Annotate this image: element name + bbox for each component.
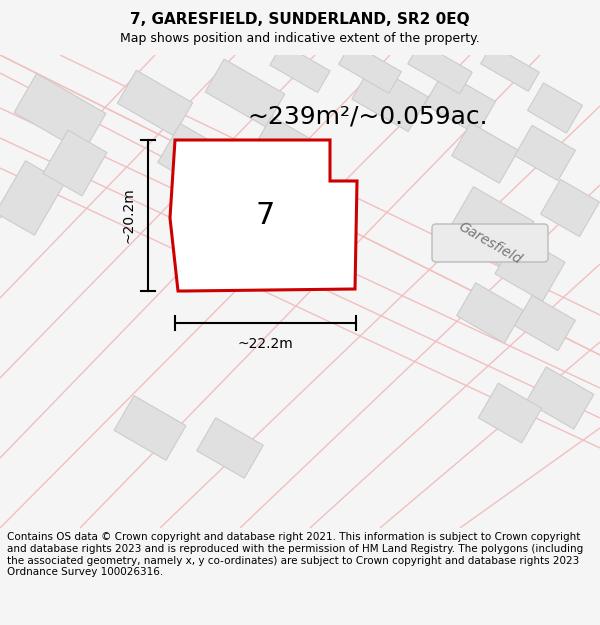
Polygon shape bbox=[114, 396, 186, 461]
Polygon shape bbox=[481, 45, 539, 91]
Polygon shape bbox=[14, 74, 106, 152]
Polygon shape bbox=[43, 130, 107, 196]
Text: ~239m²/~0.059ac.: ~239m²/~0.059ac. bbox=[247, 104, 488, 128]
Text: Contains OS data © Crown copyright and database right 2021. This information is : Contains OS data © Crown copyright and d… bbox=[7, 532, 583, 577]
Text: ~20.2m: ~20.2m bbox=[122, 188, 136, 243]
Polygon shape bbox=[0, 161, 64, 235]
Polygon shape bbox=[170, 140, 357, 291]
Text: 7: 7 bbox=[256, 201, 275, 231]
Text: ~22.2m: ~22.2m bbox=[238, 337, 293, 351]
Polygon shape bbox=[425, 71, 496, 134]
Polygon shape bbox=[541, 179, 599, 237]
Polygon shape bbox=[446, 187, 534, 269]
Polygon shape bbox=[247, 116, 323, 189]
Polygon shape bbox=[197, 418, 263, 478]
FancyBboxPatch shape bbox=[432, 224, 548, 262]
Text: Map shows position and indicative extent of the property.: Map shows position and indicative extent… bbox=[120, 32, 480, 45]
Polygon shape bbox=[118, 70, 193, 136]
Polygon shape bbox=[408, 42, 472, 94]
Polygon shape bbox=[338, 42, 401, 93]
Text: 7, GARESFIELD, SUNDERLAND, SR2 0EQ: 7, GARESFIELD, SUNDERLAND, SR2 0EQ bbox=[130, 12, 470, 27]
Polygon shape bbox=[457, 282, 523, 343]
Polygon shape bbox=[526, 367, 594, 429]
Polygon shape bbox=[270, 43, 330, 92]
Polygon shape bbox=[158, 124, 232, 192]
Polygon shape bbox=[527, 83, 583, 133]
Polygon shape bbox=[515, 296, 575, 351]
Polygon shape bbox=[515, 126, 575, 181]
Polygon shape bbox=[495, 235, 565, 301]
Polygon shape bbox=[205, 59, 285, 127]
Polygon shape bbox=[478, 383, 542, 443]
Polygon shape bbox=[452, 122, 518, 183]
Polygon shape bbox=[352, 64, 428, 132]
Text: Garesfield: Garesfield bbox=[456, 219, 524, 267]
